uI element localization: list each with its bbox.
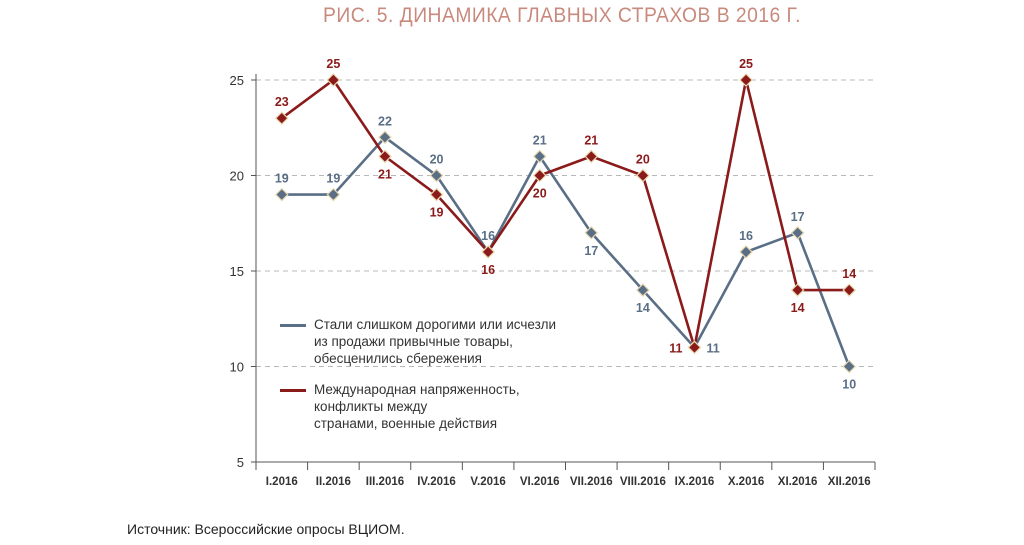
data-label-s1-9: 25	[739, 57, 753, 71]
y-tick-label-25: 25	[230, 73, 244, 88]
data-label-s1-7: 20	[636, 153, 650, 167]
data-point-s0-7	[636, 283, 650, 297]
data-point-s0-0	[274, 187, 289, 202]
x-tick-label-II.2016: II.2016	[316, 476, 351, 488]
data-label-s1-1: 25	[326, 57, 340, 71]
data-label-s0-6: 17	[584, 244, 598, 258]
data-label-s1-11: 14	[842, 267, 856, 281]
data-label-s1-8: 11	[669, 341, 682, 355]
data-point-s1-3	[429, 187, 444, 202]
legend-label-tension-line1: Международная напряженность,	[314, 382, 520, 397]
data-label-s1-10: 14	[791, 301, 805, 315]
data-label-s1-6: 21	[584, 133, 598, 147]
legend-swatch-prices	[280, 324, 306, 327]
data-label-s1-0: 23	[275, 95, 289, 109]
chart-title: РИС. 5. ДИНАМИКА ГЛАВНЫХ СТРАХОВ В 2016 …	[323, 4, 801, 27]
data-point-s1-10	[790, 283, 805, 297]
legend-label-tension-line3: странами, военные действия	[314, 416, 498, 431]
data-point-s1-1	[326, 73, 341, 87]
legend-swatch-tension	[280, 389, 306, 392]
data-point-s1-2	[378, 149, 392, 164]
data-point-s1-0	[274, 111, 289, 126]
x-tick-label-I.2016: I.2016	[266, 476, 298, 488]
legend-label-prices-line3: обесценились сбережения	[314, 351, 482, 366]
data-point-s1-11	[842, 283, 857, 297]
data-label-s0-3: 20	[430, 153, 444, 167]
data-point-s0-3	[429, 168, 444, 183]
data-label-s1-2: 21	[378, 167, 392, 181]
data-label-s0-8: 11	[706, 341, 719, 355]
x-tick-label-X.2016: X.2016	[728, 476, 764, 488]
legend-label-prices-line2: из продажи привычные товары,	[314, 334, 513, 349]
data-label-s0-1: 19	[326, 172, 340, 186]
legend-label-tension-line2: конфликты между	[314, 399, 428, 414]
x-tick-label-IX.2016: IX.2016	[675, 476, 715, 488]
data-point-s1-8	[687, 340, 702, 355]
data-point-s1-7	[636, 168, 650, 183]
data-label-s0-4: 16	[481, 229, 495, 243]
y-tick-label-15: 15	[230, 264, 244, 279]
y-tick-label-20: 20	[230, 169, 244, 184]
legend: Стали слишком дорогими или исчезли из пр…	[280, 316, 600, 446]
data-label-s1-5: 20	[533, 187, 547, 201]
data-point-s1-5	[532, 168, 547, 183]
data-point-s0-6	[584, 225, 599, 240]
data-label-s0-5: 21	[533, 133, 547, 147]
source-note: Источник: Всероссийские опросы ВЦИОМ.	[127, 521, 405, 537]
legend-item-tension: Международная напряженность, конфликты м…	[280, 381, 600, 432]
data-label-s1-4: 16	[481, 263, 495, 277]
data-label-s0-10: 17	[791, 210, 805, 224]
x-tick-label-IV.2016: IV.2016	[417, 476, 456, 488]
data-point-s0-10	[790, 225, 805, 240]
data-label-s0-9: 16	[739, 229, 753, 243]
x-tick-label-XI.2016: XI.2016	[778, 476, 818, 488]
series-line-0	[281, 135, 851, 367]
data-point-s0-2	[378, 130, 392, 145]
legend-label-prices-line1: Стали слишком дорогими или исчезли	[314, 317, 557, 332]
data-label-s0-2: 22	[378, 114, 392, 128]
data-point-s0-9	[739, 245, 753, 259]
data-label-s0-0: 19	[275, 172, 289, 186]
data-label-s1-3: 19	[430, 206, 444, 220]
y-tick-label-10: 10	[230, 360, 244, 375]
x-tick-label-VIII.2016: VIII.2016	[620, 476, 666, 488]
legend-item-prices: Стали слишком дорогими или исчезли из пр…	[280, 316, 600, 367]
x-tick-label-V.2016: V.2016	[470, 476, 505, 488]
x-tick-label-XII.2016: XII.2016	[828, 476, 871, 488]
data-point-s1-9	[739, 73, 753, 87]
data-point-s1-4	[481, 245, 495, 259]
x-tick-label-VI.2016: VI.2016	[520, 476, 560, 488]
data-label-s0-7: 14	[636, 301, 650, 315]
x-tick-label-III.2016: III.2016	[366, 476, 404, 488]
data-point-s1-6	[584, 149, 599, 164]
data-point-s0-5	[532, 149, 547, 164]
data-point-s0-11	[842, 359, 857, 374]
series-line-1	[281, 78, 850, 348]
data-label-s0-11: 10	[842, 378, 856, 392]
y-tick-label-5: 5	[237, 455, 244, 470]
x-tick-label-VII.2016: VII.2016	[570, 476, 613, 488]
data-point-s0-1	[326, 187, 341, 202]
